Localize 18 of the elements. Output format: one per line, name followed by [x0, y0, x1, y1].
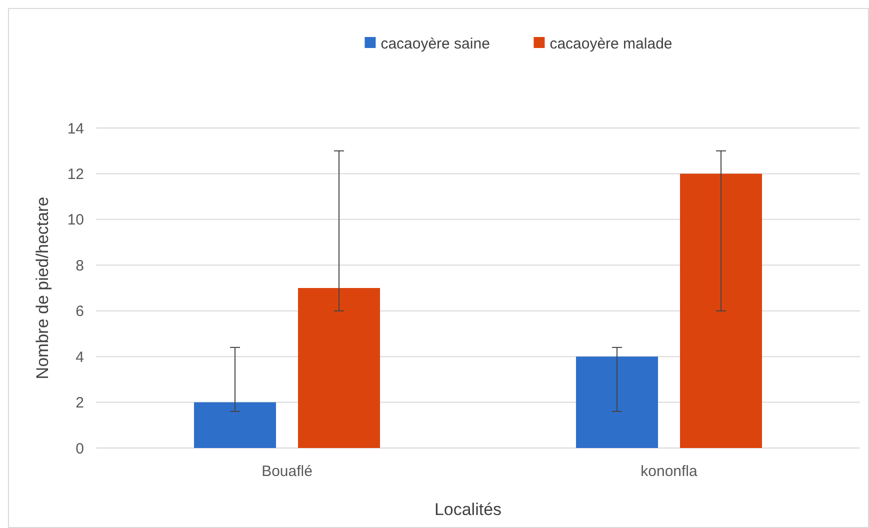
- bar: [680, 174, 762, 448]
- legend-label: cacaoyère malade: [550, 35, 672, 52]
- y-tick-label: 10: [67, 212, 84, 229]
- y-tick-label: 8: [76, 257, 84, 274]
- y-tick-label: 6: [76, 303, 84, 320]
- y-tick-label: 4: [76, 348, 84, 366]
- y-tick-label: 14: [67, 120, 84, 138]
- y-tick-label: 0: [76, 440, 84, 458]
- x-tick-label: Bouaflé: [262, 463, 312, 480]
- y-tick-label: 12: [67, 166, 84, 183]
- legend-label: cacaoyère saine: [380, 35, 490, 52]
- bar: [298, 288, 380, 448]
- bar: [576, 356, 658, 448]
- x-tick-label: kononfla: [640, 463, 698, 480]
- y-axis-title: Nombre de pied/hectare: [33, 196, 52, 380]
- x-axis-title: Localités: [434, 500, 502, 519]
- bar: [194, 402, 276, 448]
- y-tick-label: 2: [76, 394, 84, 412]
